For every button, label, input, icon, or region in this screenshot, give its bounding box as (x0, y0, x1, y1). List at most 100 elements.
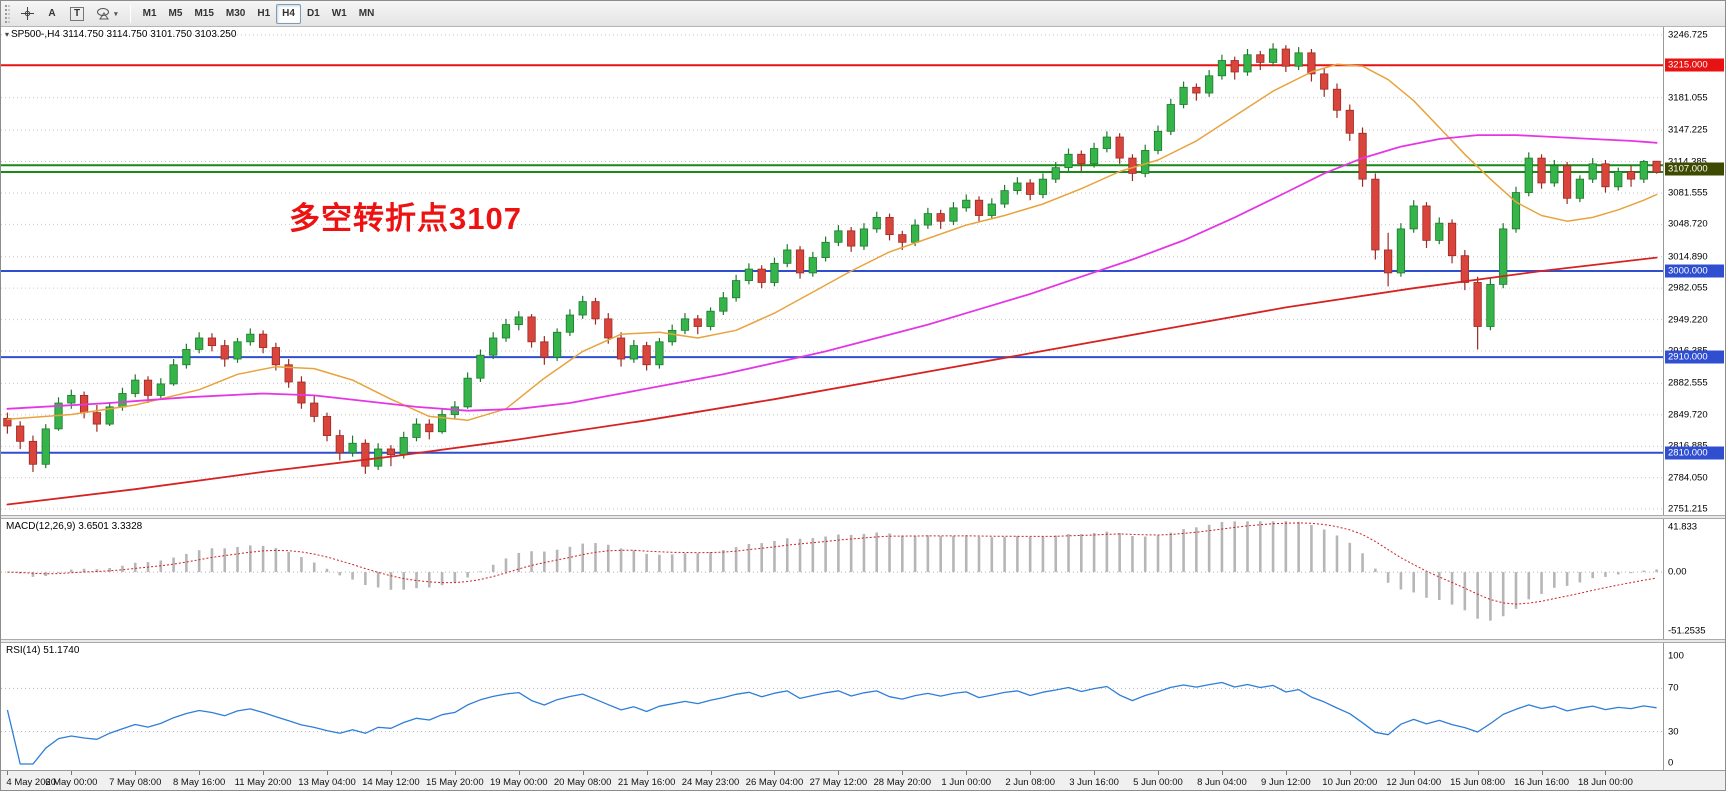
time-axis-label: 15 Jun 08:00 (1450, 777, 1506, 788)
time-axis-label: 8 May 16:00 (173, 777, 226, 788)
ma-slow-line[interactable] (6, 256, 1658, 506)
time-tick (582, 771, 584, 775)
timeframe-button-h1[interactable]: H1 (257, 8, 271, 19)
panel-splitter[interactable] (1, 515, 1725, 519)
rsi-axis[interactable]: 100 70 30 0 (1663, 643, 1725, 770)
time-tick (263, 771, 265, 775)
time-tick (327, 771, 328, 775)
time-axis-label: 6 May 00:00 (45, 777, 98, 788)
price-axis[interactable]: 3246.725 3181.055 3147.225 3114.385 3081.555… (1663, 27, 1725, 515)
crosshair-icon (21, 7, 34, 20)
macd-label: MACD(12,26,9) 3.6501 3.3328 (6, 521, 143, 532)
time-axis-label: 10 Jun 20:00 (1322, 777, 1378, 788)
tool-button-label-a[interactable]: A (40, 4, 64, 24)
time-axis-label: 28 May 20:00 (873, 777, 932, 788)
price-badge-3107.000: 3107.000 (1665, 162, 1724, 176)
time-axis-label: 5 Jun 00:00 (1133, 777, 1183, 788)
time-tick (1158, 771, 1159, 775)
time-axis-label: 15 May 20:00 (426, 777, 484, 788)
time-tick (710, 771, 712, 775)
timeframe-button-m5[interactable]: M5 (168, 8, 183, 19)
price-badge-2910.000: 2910.000 (1665, 350, 1724, 364)
rsi-line (6, 681, 1657, 765)
drawing-tools-group: A T ▾ (15, 4, 124, 24)
timeframe-button-h4[interactable]: H4 (276, 3, 301, 24)
time-axis-label: 9 Jun 12:00 (1261, 777, 1311, 788)
y-axis-label: 2784.050 (1668, 472, 1708, 484)
macd-canvas[interactable] (1, 519, 1663, 639)
time-tick (1349, 771, 1351, 775)
time-tick (1221, 771, 1223, 775)
y-axis-label: 3114.385 (1668, 156, 1707, 167)
time-tick (135, 771, 137, 775)
time-tick (774, 771, 776, 775)
price-badge-2810.000: 2810.000 (1665, 446, 1724, 460)
y-axis-label: 3081.555 (1668, 187, 1708, 199)
timeframe-button-mn[interactable]: MN (358, 8, 375, 19)
tool-button-shapes[interactable]: ▾ (90, 4, 124, 24)
y-axis-label: 3048.720 (1668, 218, 1708, 230)
time-axis-label: 27 May 12:00 (809, 777, 868, 788)
time-axis-label: 16 Jun 16:00 (1514, 777, 1569, 788)
y-axis-label: 2949.220 (1668, 314, 1708, 326)
y-axis-label: 2816.885 (1668, 441, 1708, 452)
timeframe-button-m15[interactable]: M15 (194, 8, 214, 19)
time-tick (1477, 771, 1479, 775)
symbol-ohlc-text: SP500-,H4 3114.750 3114.750 3101.750 310… (11, 29, 237, 40)
time-tick (7, 771, 9, 775)
y-axis-label: 3014.890 (1668, 251, 1708, 263)
tool-button-text-t[interactable]: T (64, 4, 90, 24)
y-axis-label: 2751.215 (1668, 503, 1708, 515)
rsi-label: RSI(14) 51.1740 (6, 645, 80, 656)
macd-axis-label: -51.2535 (1668, 625, 1706, 637)
ma-medium-line[interactable] (6, 134, 1658, 412)
time-axis-label: 4 May 2020 (6, 777, 57, 788)
tool-button-crosshair[interactable] (15, 4, 40, 24)
timeframe-button-m1[interactable]: M1 (142, 8, 157, 19)
toolbar: A T ▾ M1 M5 M15 M30 H1 H4 D1 W1 MN (1, 1, 1725, 27)
macd-axis[interactable]: 41.833 0.00 -51.2535 (1663, 519, 1725, 639)
timeframe-button-m30[interactable]: M30 (225, 8, 246, 19)
rsi-axis-label: 70 (1668, 682, 1679, 694)
macd-axis-label: 41.833 (1668, 521, 1698, 533)
time-tick (1094, 771, 1096, 775)
time-axis-label: 21 May 16:00 (617, 777, 676, 788)
time-axis-label: 12 Jun 04:00 (1386, 777, 1442, 788)
timeframes-group: M1 M5 M15 M30 H1 H4 D1 W1 MN (137, 3, 381, 24)
y-axis-label: 3246.725 (1668, 29, 1708, 41)
collapse-triangle-icon[interactable]: ▾ (5, 30, 10, 39)
toolbar-grip[interactable] (5, 4, 10, 23)
rsi-canvas[interactable] (1, 643, 1663, 770)
tool-label: T (70, 6, 85, 21)
toolbar-separator (129, 4, 131, 23)
y-axis-label: 2882.555 (1668, 377, 1708, 389)
panel-splitter[interactable] (1, 639, 1725, 643)
macd-signal-line (7, 522, 1657, 605)
time-tick (902, 771, 904, 775)
tool-label: A (48, 8, 56, 19)
time-axis[interactable]: 4 May 2020 6 May 00:00 7 May 08:00 8 May 16… (1, 770, 1725, 790)
y-axis-label: 2982.055 (1668, 282, 1708, 294)
rsi-axis-label: 30 (1668, 726, 1679, 738)
time-axis-label: 8 Jun 04:00 (1197, 777, 1247, 788)
price-gridlines (1, 34, 1663, 510)
time-tick (1541, 771, 1543, 775)
time-tick (966, 771, 968, 775)
timeframe-button-w1[interactable]: W1 (331, 8, 347, 19)
time-axis-label: 2 Jun 08:00 (1005, 777, 1055, 788)
price-chart-canvas[interactable] (1, 27, 1663, 515)
timeframe-button-d1[interactable]: D1 (306, 8, 320, 19)
rsi-axis-label: 0 (1668, 757, 1674, 769)
time-tick (1413, 771, 1415, 775)
time-axis-label: 26 May 04:00 (745, 777, 804, 788)
chart-annotation-text[interactable]: 多空转折点3107 (289, 201, 522, 236)
time-axis-label: 24 May 23:00 (681, 777, 740, 788)
time-tick (454, 771, 456, 775)
macd-axis-label: 0.00 (1668, 566, 1687, 578)
time-axis-label: 3 Jun 16:00 (1069, 777, 1119, 788)
time-axis-label: 13 May 04:00 (298, 777, 356, 788)
ma-fast-line[interactable] (6, 63, 1658, 422)
time-axis-label: 20 May 08:00 (553, 777, 612, 788)
chevron-down-icon: ▾ (114, 10, 118, 18)
time-tick (390, 771, 392, 775)
